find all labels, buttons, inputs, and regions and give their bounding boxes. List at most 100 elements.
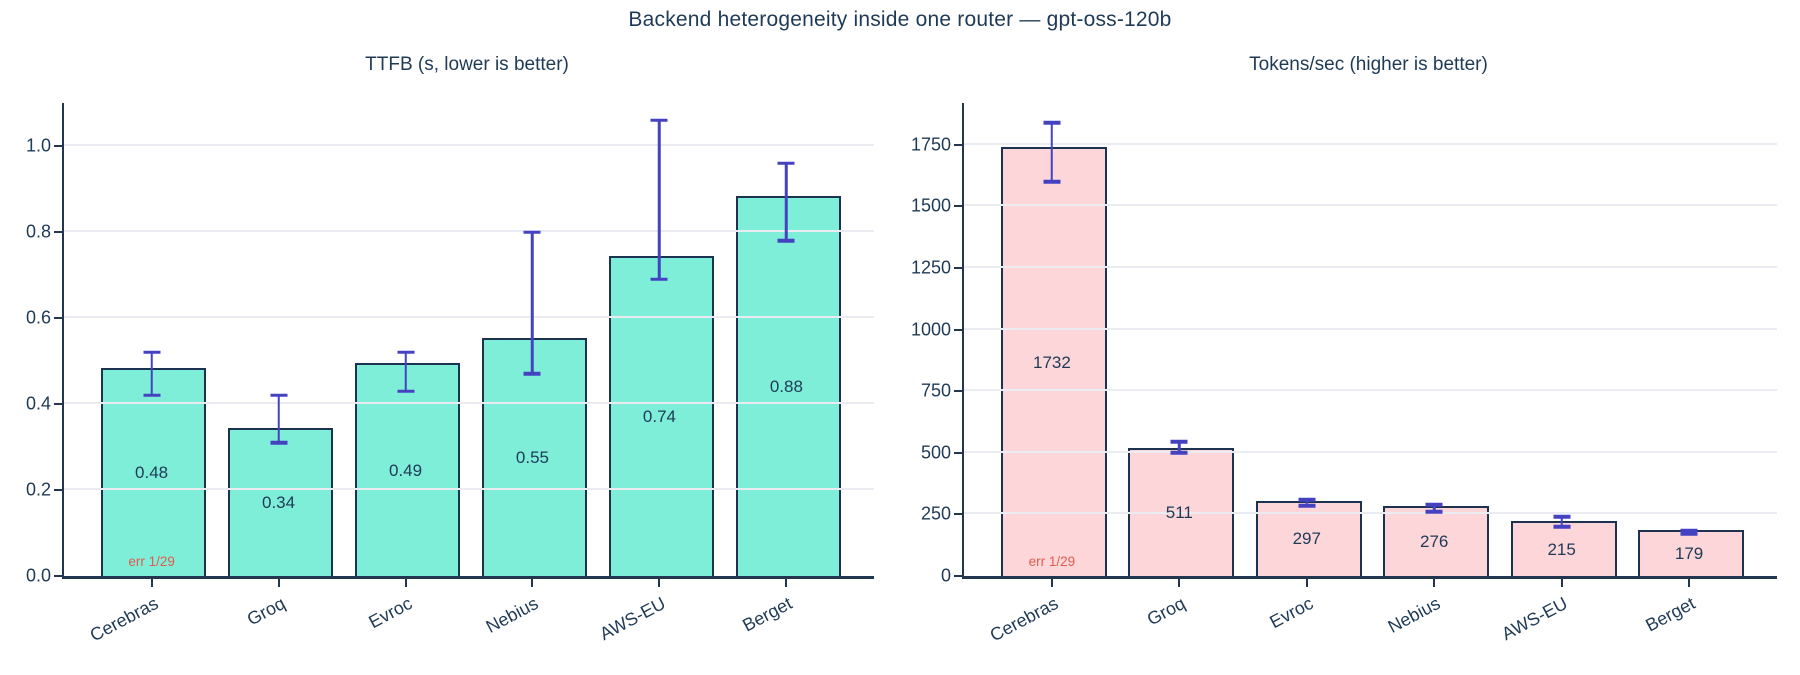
y-tick-label: 0.6 [25, 307, 51, 328]
gridline [964, 389, 1777, 392]
y-tick-label: 0.0 [25, 565, 51, 586]
error-bar-cap [523, 372, 541, 376]
bar [608, 255, 715, 576]
gridline [964, 204, 1777, 207]
y-tick-label: 1750 [910, 134, 951, 155]
bar-value-label: 0.49 [388, 460, 423, 480]
gridline [64, 402, 874, 404]
gridline [964, 266, 1777, 269]
y-tick-mark [954, 513, 962, 516]
y-tick-mark [954, 575, 962, 577]
y-tick-label: 1.0 [25, 135, 51, 156]
gridline [64, 488, 874, 490]
error-bar-cap [143, 350, 161, 355]
x-tick-label: Evroc [364, 593, 415, 633]
error-bar-cap [1425, 502, 1443, 507]
error-bar-cap [143, 393, 161, 398]
error-bar [1432, 504, 1436, 512]
y-tick-label: 0.4 [25, 393, 51, 414]
y-tick-label: 1000 [910, 319, 951, 340]
error-bar-cap [1170, 451, 1188, 455]
error-bar-cap [1298, 503, 1316, 508]
y-tick-mark [954, 143, 962, 146]
gridline [64, 230, 874, 232]
y-tick-mark [954, 267, 962, 270]
error-bar-cap [397, 350, 415, 355]
y-tick-label: 0.2 [25, 479, 51, 500]
gridline [964, 327, 1777, 330]
error-bar-cap [1170, 440, 1188, 444]
y-tick-mark [954, 390, 962, 393]
gridline [964, 512, 1777, 515]
x-tick-mark [531, 579, 534, 587]
error-bar-cap [1680, 531, 1698, 536]
x-tick-mark [1178, 579, 1181, 587]
x-tick-label: Berget [739, 593, 796, 636]
y-tick-mark [54, 403, 62, 405]
bar [481, 337, 588, 576]
error-bar [1050, 122, 1054, 182]
x-tick-mark [404, 579, 407, 587]
error-bar-cap [270, 393, 288, 398]
error-bar-cap [650, 118, 668, 122]
gridline [964, 142, 1777, 145]
error-bar [531, 232, 534, 374]
bar [735, 195, 842, 576]
y-tick-mark [54, 489, 62, 491]
bar-value-label: 511 [1165, 503, 1193, 523]
error-bar-cap [650, 277, 668, 282]
error-bar [277, 395, 280, 443]
y-tick-label: 0.8 [25, 221, 51, 242]
error-bar [658, 120, 661, 280]
error-note: err 1/29 [1028, 554, 1076, 569]
error-bar-cap [1298, 497, 1316, 502]
figure-title: Backend heterogeneity inside one router … [628, 8, 1172, 31]
x-tick-mark [1050, 579, 1053, 587]
error-bar-cap [523, 230, 541, 234]
bar [227, 427, 334, 576]
subplot-title-tokens-per-sec: Tokens/sec (higher is better) [1249, 54, 1488, 75]
x-tick-label: Groq [1144, 593, 1189, 630]
error-bar-cap [270, 440, 288, 445]
error-bar [1560, 516, 1563, 527]
x-tick-label: AWS-EU [596, 593, 669, 645]
error-bar [785, 163, 788, 241]
x-tick-label: Cerebras [986, 593, 1062, 646]
x-tick-mark [785, 579, 788, 587]
error-bar-cap [1043, 120, 1061, 125]
x-tick-mark [1688, 579, 1691, 587]
bar [1000, 147, 1107, 576]
x-tick-label: Nebius [483, 593, 542, 637]
x-tick-mark [1433, 579, 1436, 587]
bar-value-label: 0.55 [515, 447, 550, 467]
y-tick-label: 0 [940, 565, 951, 586]
bar-value-label: 0.74 [642, 406, 676, 426]
y-tick-mark [54, 145, 62, 147]
error-bar [1178, 441, 1181, 453]
bar [1128, 448, 1235, 576]
y-tick-mark [54, 317, 62, 319]
error-bar [1305, 499, 1309, 506]
x-tick-label: AWS-EU [1498, 593, 1572, 645]
x-tick-label: Evroc [1266, 593, 1317, 633]
bar-value-label: 297 [1292, 529, 1321, 549]
bar-value-label: 0.88 [769, 376, 803, 396]
x-tick-label: Cerebras [86, 593, 161, 646]
error-bar [404, 352, 407, 392]
bar-value-label: 276 [1420, 532, 1449, 552]
x-tick-label: Groq [243, 593, 288, 630]
bar [354, 363, 461, 576]
x-tick-mark [277, 579, 280, 587]
error-bar-cap [1425, 510, 1443, 514]
bar-value-label: 215 [1547, 539, 1576, 559]
bar-value-label: 179 [1674, 543, 1704, 563]
x-tick-label: Nebius [1384, 593, 1444, 637]
bar [1510, 521, 1617, 576]
y-tick-label: 500 [920, 442, 951, 463]
bar-value-label: 1732 [1033, 352, 1071, 372]
y-tick-mark [54, 575, 62, 577]
error-note: err 1/29 [128, 554, 175, 569]
ttfb-plot-area: 0.0 0.2 0.4 0.6 0.8 1.0 0.48 Cerebras 0.34 Groq 0.… [26, 103, 874, 645]
x-tick-mark [150, 579, 153, 587]
